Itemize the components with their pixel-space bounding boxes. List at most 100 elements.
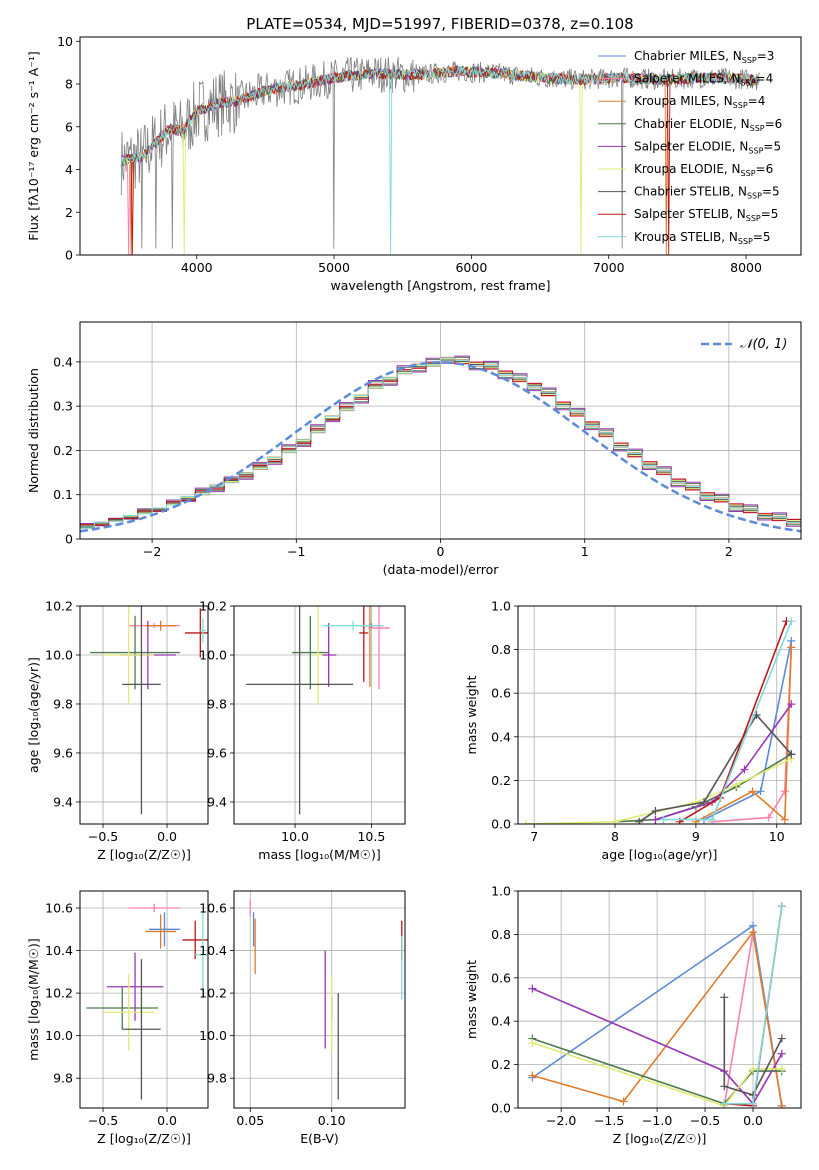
legend-entry-gaussian: 𝒩(0, 1) <box>740 337 787 352</box>
weight-point-kroupa-miles <box>787 643 796 652</box>
mass_vs_Z-points <box>86 903 208 1100</box>
mass_vs_Z-xtick-label: 0.0 <box>157 1113 177 1128</box>
legend-entry: Salpeter MILES, NSSP=4 <box>634 72 773 88</box>
model-spectrum-line-salpeter-stelib <box>120 65 760 255</box>
age_vs_Z-points <box>90 606 208 815</box>
legend-entry: Kroupa ELODIE, NSSP=6 <box>634 162 773 178</box>
age_vs_mass-ytick-label: 10.2 <box>199 599 227 614</box>
weight-point-chabrier-stelib <box>651 806 660 815</box>
weight_vs_age-xtick-label: 9 <box>692 829 700 844</box>
spectrum-xtick-label: 6000 <box>455 260 487 275</box>
residuals-ytick-label: 0.2 <box>53 443 73 458</box>
legend-entry-count: =5 <box>753 230 771 244</box>
weight_vs_Z-frame <box>517 890 802 1109</box>
mass_vs_Z-ytick-label: 10.2 <box>45 986 73 1001</box>
weight-point-kroupa-elodie <box>777 1064 786 1073</box>
spectrum-ytick-label: 10 <box>57 34 73 49</box>
model-spectrum-line-chabrier-stelib <box>120 66 760 167</box>
legend-entry-count: =3 <box>757 49 775 63</box>
legend-entry-count: =5 <box>762 185 780 199</box>
gaussian-curve <box>80 361 801 533</box>
weight-point-kroupa-miles <box>748 787 757 796</box>
legend-entry-name: Salpeter MILES, N <box>634 72 741 86</box>
weight_vs_age-frame <box>517 605 802 825</box>
weight_vs_Z-ytick-label: 0.8 <box>491 927 511 942</box>
mass_vs_Z-ylabel: mass [log₁₀(M/M☉)] <box>26 938 41 1060</box>
weight-point-kroupa-elodie <box>528 1038 537 1047</box>
residuals-ytick-label: 0 <box>65 532 73 547</box>
legend-entry-name: Salpeter ELODIE, N <box>634 139 748 153</box>
weight_vs_age-ytick-label: 0.8 <box>491 642 511 657</box>
spectrum-xtick-label: 4000 <box>181 260 213 275</box>
mass_vs_Z-frame-group: −0.5 0.0 9.8 10.0 10.2 10.4 10.6 Z [log₁₀(Z/Z☉)… <box>26 890 209 1146</box>
weight_vs_age-ytick-label: 0.0 <box>491 817 511 832</box>
spectrum-xlabel: wavelength [Angstrom, rest frame] <box>330 278 550 293</box>
weight-point-kroupa-elodie <box>522 820 531 824</box>
weight-point-salpeter-miles <box>764 813 773 822</box>
weight_vs_age-ytick-label: 1.0 <box>491 599 511 614</box>
weight_vs_Z-xtick-label: −1.5 <box>594 1113 624 1128</box>
legend-entry-count: =6 <box>756 162 774 176</box>
legend-entry-count: =5 <box>761 207 779 221</box>
weight-point-kroupa-miles <box>528 1071 537 1080</box>
age_vs_Z-frame <box>79 605 209 825</box>
residuals-xtick-label: −1 <box>287 544 305 559</box>
legend-entry-sub: SSP <box>738 237 753 246</box>
spectrum-xtick-label: 8000 <box>730 260 762 275</box>
legend-entry: Chabrier STELIB, NSSP=5 <box>634 185 780 201</box>
spectrum-frame <box>79 36 802 256</box>
weight_vs_age-xtick-label: 7 <box>530 829 538 844</box>
age_vs_mass-ytick-label: 9.4 <box>207 794 227 809</box>
weight-point-kroupa-miles <box>780 815 789 824</box>
weight_vs_age-ytick-label: 0.4 <box>491 729 511 744</box>
age_vs_mass-xtick-label: 10.0 <box>281 829 309 844</box>
residuals-frame-group: −2 −1 0 1 2 0 0.1 0.2 0.3 0.4 (data-model)/error No… <box>26 321 802 577</box>
weight-point-chabrier-miles <box>756 787 765 796</box>
weight-point-chabrier-stelib <box>720 993 729 1002</box>
legend-entry-name: Chabrier MILES, N <box>634 49 742 63</box>
mass_vs_ebv-ytick-label: 10.0 <box>199 1028 227 1043</box>
weight-point-chabrier-stelib <box>777 1034 786 1043</box>
residuals-legend: 𝒩(0, 1) <box>701 337 787 352</box>
weight-point-kroupa-elodie <box>749 1064 758 1073</box>
weight-point-salpeter-elodie <box>777 1049 786 1058</box>
legend-entry-name: Kroupa STELIB, N <box>634 230 738 244</box>
age_vs_mass-points <box>246 606 390 815</box>
weight-point-kroupa-miles <box>749 928 758 937</box>
spectrum-ytick-label: 6 <box>65 119 73 134</box>
weight_vs_Z-ylabel: mass weight <box>464 960 479 1039</box>
spectrum-xtick-label: 7000 <box>593 260 625 275</box>
weight-point-salpeter-elodie <box>528 984 537 993</box>
weight-line-salpeter-elodie <box>655 703 792 821</box>
legend-entry-sub: SSP <box>750 124 765 133</box>
weight-point-kroupa-stelib <box>787 617 796 626</box>
weight_vs_Z-ytick-label: 0.0 <box>491 1101 511 1116</box>
spectrum-ytick-label: 0 <box>65 248 73 263</box>
age_vs_Z-ylabel: age [log₁₀(age/yr)] <box>26 657 41 773</box>
weight-point-kroupa-stelib <box>708 815 717 824</box>
weight-point-salpeter-elodie <box>740 765 749 774</box>
residuals-ylabel: Normed distribution <box>26 368 41 493</box>
legend-entry-name: Chabrier STELIB, N <box>634 185 747 199</box>
spectrum-ytick-label: 2 <box>65 205 73 220</box>
legend-entry-count: =4 <box>748 94 766 108</box>
weight-point-chabrier-stelib <box>787 750 796 759</box>
weight_vs_Z-frame-group: −2.0 −1.5 −1.0 −0.5 0.0 0.0 0.2 0.4 0.6 0.8 1.0 Z [… <box>464 884 802 1146</box>
age_vs_Z-ytick-label: 9.4 <box>53 794 73 809</box>
weight-point-salpeter-miles <box>780 787 789 796</box>
residuals-histograms <box>80 355 801 533</box>
mass_vs_Z-xlabel: Z [log₁₀(Z/Z☉)] <box>97 1131 191 1146</box>
legend-entry: Salpeter STELIB, NSSP=5 <box>634 207 778 223</box>
spectrum-ytick-label: 4 <box>65 162 73 177</box>
weight-point-kroupa-stelib <box>777 902 786 911</box>
residuals-xtick-label: 1 <box>581 544 589 559</box>
mass_vs_ebv-ytick-label: 10.2 <box>199 986 227 1001</box>
weight_vs_age-ytick-label: 0.6 <box>491 686 511 701</box>
legend-entry-sub: SSP <box>742 56 757 65</box>
legend-entry-name: Kroupa ELODIE, N <box>634 162 741 176</box>
mass_vs_ebv-xtick-label: 0.05 <box>236 1113 264 1128</box>
weight-point-chabrier-stelib <box>749 1090 758 1099</box>
mass_vs_Z-axes <box>80 891 208 1108</box>
